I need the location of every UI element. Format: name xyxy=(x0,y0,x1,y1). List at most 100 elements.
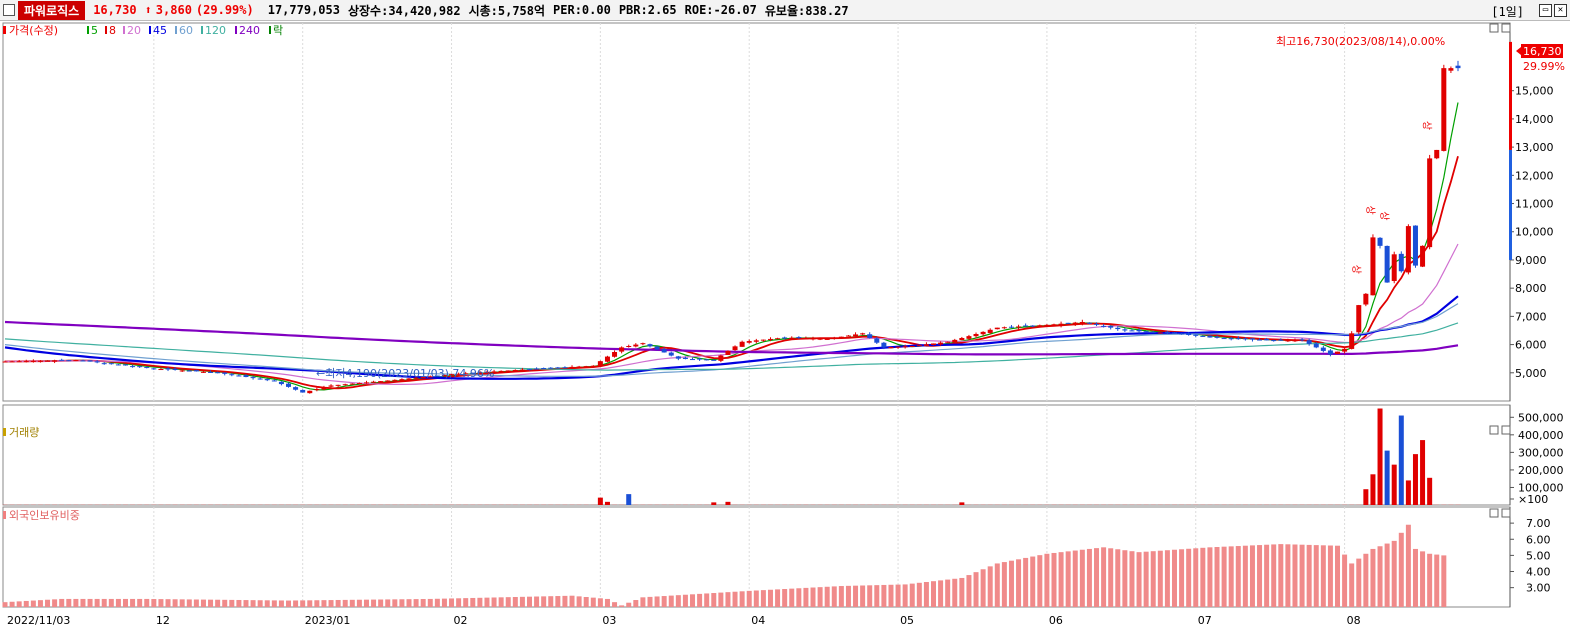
stock-name[interactable]: 파워로직스 xyxy=(18,0,86,20)
candle-body xyxy=(612,351,618,357)
foreign-bar xyxy=(470,597,476,607)
foreign-bar xyxy=(576,596,582,607)
foreign-tick-label: 4.00 xyxy=(1526,566,1551,579)
candle-body xyxy=(732,346,738,351)
legend-item: 20 xyxy=(127,24,141,37)
candle-body xyxy=(633,344,639,347)
range-bar-down xyxy=(1509,149,1512,260)
candle-body xyxy=(739,341,745,347)
ma-line-5 xyxy=(4,102,1459,391)
price-tick-label: 9,000 xyxy=(1515,254,1547,267)
candle-body xyxy=(938,342,944,345)
candle-body xyxy=(45,360,51,362)
candle-body xyxy=(215,372,221,374)
volume-tick-label: 100,000 xyxy=(1518,481,1564,494)
candle-body xyxy=(1299,339,1305,341)
foreign-bar xyxy=(179,599,185,607)
foreign-bar xyxy=(746,590,752,607)
foreign-bar xyxy=(640,597,646,607)
volume-bar xyxy=(1377,408,1383,505)
volume-tick-label: 200,000 xyxy=(1518,464,1564,477)
foreign-bar xyxy=(1171,549,1177,607)
candle-body xyxy=(363,382,369,384)
x-tick-label: 05 xyxy=(900,614,914,627)
candle-body xyxy=(973,334,979,337)
foreign-bar xyxy=(45,599,51,607)
foreign-bar xyxy=(2,602,8,607)
foreign-bar xyxy=(505,597,511,607)
foreign-bar xyxy=(250,600,256,607)
candle-body xyxy=(470,372,476,374)
candle-body xyxy=(371,381,377,383)
foreign-bar xyxy=(902,584,908,607)
candle-body xyxy=(1051,324,1057,326)
candle-body xyxy=(179,370,185,372)
foreign-bar xyxy=(1157,550,1163,607)
foreign-bar xyxy=(491,597,497,607)
foreign-bar xyxy=(222,599,228,607)
foreign-bar xyxy=(1363,553,1369,607)
candle-body xyxy=(229,374,235,376)
candle-body xyxy=(1094,323,1100,325)
stock-chart: 상상상상상 15,000 14,000 13,000 12,000 11,000 10,0… xyxy=(2,22,1565,627)
legend-marker xyxy=(269,26,271,34)
foreign-bar xyxy=(541,596,547,607)
grid-lines xyxy=(153,23,1346,607)
candle-body xyxy=(1363,293,1369,305)
foreign-bar xyxy=(817,587,823,607)
foreign-bar xyxy=(193,599,199,607)
foreign-bar xyxy=(1327,545,1333,607)
candle-body xyxy=(151,368,157,370)
foreign-bar xyxy=(1186,548,1192,607)
foreign-bar xyxy=(413,599,419,607)
foreign-bar xyxy=(278,600,284,607)
candle-body xyxy=(144,367,150,369)
period-selector[interactable]: [1일] xyxy=(1491,5,1524,19)
foreign-bar xyxy=(959,577,965,607)
foreign-bar xyxy=(583,597,589,607)
candle-body xyxy=(314,389,320,391)
limit-up-marker: 상 xyxy=(1378,211,1390,220)
candle-body xyxy=(1405,226,1411,273)
candle-body xyxy=(1001,327,1007,329)
foreign-bar xyxy=(1398,532,1404,607)
foreign-bar xyxy=(1108,548,1114,607)
candle-body xyxy=(718,355,724,361)
volume-legend: 거래량 xyxy=(3,426,39,439)
foreign-bar xyxy=(158,599,164,607)
foreign-bar xyxy=(335,599,341,607)
candle-body xyxy=(52,360,58,362)
foreign-bar xyxy=(548,596,554,607)
candle-body xyxy=(1101,325,1107,327)
candle-body xyxy=(165,368,171,370)
candle-body xyxy=(137,366,143,368)
restore-icon[interactable]: ▭ xyxy=(1539,4,1552,17)
foreign-bar xyxy=(569,595,575,607)
foreign-bar xyxy=(980,569,986,607)
candle-body xyxy=(30,360,36,362)
candle-body xyxy=(9,361,15,363)
foreign-bar xyxy=(1285,544,1291,607)
foreign-bar xyxy=(619,605,625,607)
foreign-bars xyxy=(2,524,1447,607)
up-arrow-icon: ⬆ xyxy=(144,3,152,17)
foreign-bar xyxy=(229,599,235,607)
foreign-bar xyxy=(399,599,405,607)
foreign-bar xyxy=(945,579,951,607)
foreign-bar xyxy=(1370,548,1376,607)
ma-line-45 xyxy=(4,295,1459,380)
candle-body xyxy=(1193,334,1199,336)
select-checkbox[interactable] xyxy=(3,4,15,16)
pane-buttons[interactable] xyxy=(1489,23,1511,518)
foreign-bar xyxy=(66,598,72,607)
candle-body xyxy=(760,339,766,341)
foreign-bar xyxy=(888,584,894,607)
foreign-bar xyxy=(654,596,660,607)
foreign-bar xyxy=(1377,546,1383,607)
foreign-bar xyxy=(87,598,93,607)
foreign-bar xyxy=(853,585,859,607)
candle-body xyxy=(87,360,93,362)
close-icon[interactable]: ✕ xyxy=(1554,4,1567,17)
legend-item: 락 xyxy=(273,24,283,37)
foreign-bar xyxy=(966,575,972,607)
